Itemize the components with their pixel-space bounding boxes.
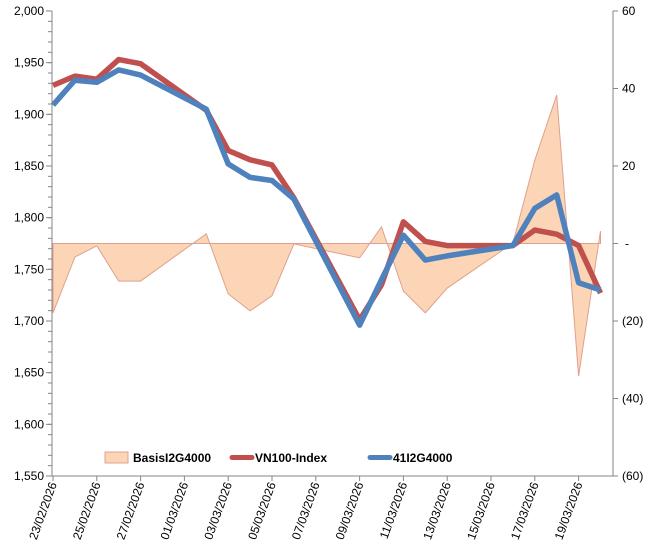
x-tick-label: 05/03/2026 (245, 480, 279, 542)
right-tick-label: 60 (622, 4, 636, 18)
basis-area (52, 94, 601, 377)
right-tick-label: (20) (622, 314, 643, 328)
right-tick-label: (60) (622, 469, 643, 483)
right-tick-label: (40) (622, 392, 643, 406)
legend-label-41i2g4000: 41I2G4000 (393, 451, 453, 465)
x-tick-label: 15/03/2026 (464, 480, 498, 542)
left-tick-label: 1,550 (14, 469, 44, 483)
right-tick-label: 40 (622, 82, 636, 96)
right-tick-label: - (625, 237, 629, 251)
left-tick-label: 1,650 (14, 366, 44, 380)
legend-label-vn100: VN100-Index (255, 451, 327, 465)
x-tick-label: 19/03/2026 (552, 480, 586, 542)
x-tick-label: 01/03/2026 (158, 480, 192, 542)
x-tick-label: 27/02/2026 (114, 480, 148, 542)
left-tick-label: 1,700 (14, 314, 44, 328)
left-tick-label: 1,850 (14, 159, 44, 173)
right-tick-label: 20 (622, 159, 636, 173)
left-tick-label: 2,000 (14, 4, 44, 18)
41i2g4000-line (50, 67, 602, 328)
left-tick-label: 1,950 (14, 56, 44, 70)
x-tick-label: 13/03/2026 (420, 480, 454, 542)
legend-label-basis: BasisI2G4000 (133, 451, 211, 465)
x-tick-label: 11/03/2026 (377, 480, 411, 541)
legend-swatch-basis (104, 451, 129, 464)
x-tick-label: 09/03/2026 (333, 480, 367, 542)
x-tick-label: 25/02/2026 (70, 480, 104, 542)
x-tick-label: 23/02/2026 (26, 480, 60, 542)
x-tick-label: 07/03/2026 (289, 480, 323, 542)
left-tick-label: 1,600 (14, 417, 44, 431)
left-tick-label: 1,800 (14, 211, 44, 225)
legend: BasisI2G4000 VN100-Index 41I2G4000 (104, 451, 453, 465)
x-tick-label: 17/03/2026 (508, 480, 542, 542)
left-tick-label: 1,900 (14, 107, 44, 121)
left-tick-label: 1,750 (14, 262, 44, 276)
x-tick-label: 03/03/2026 (201, 480, 235, 542)
